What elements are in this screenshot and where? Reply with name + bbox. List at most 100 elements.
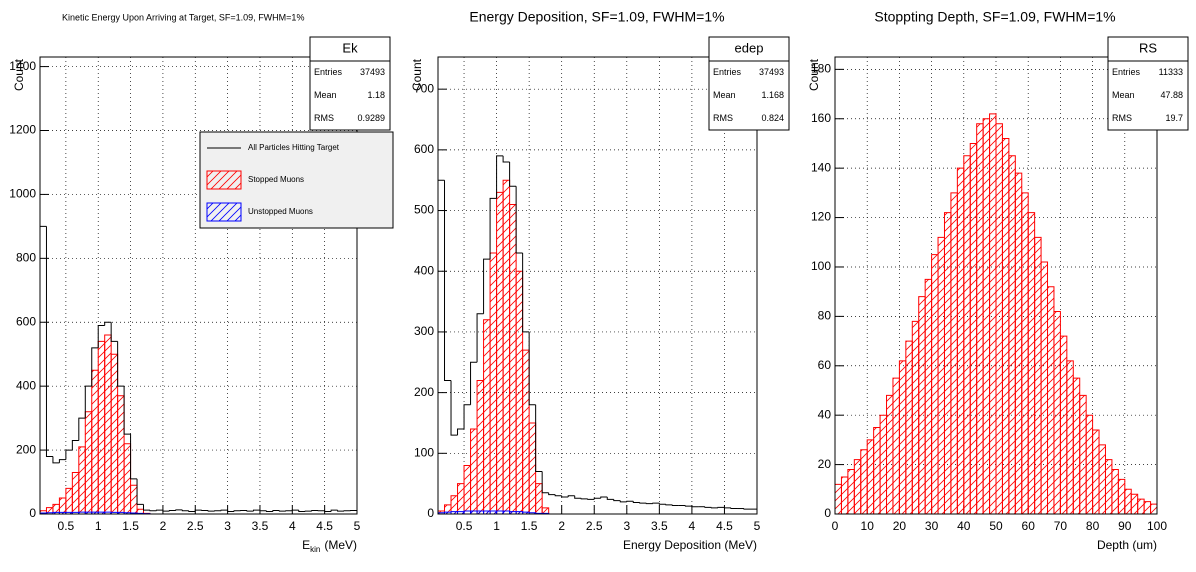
stats-label: Entries [713,67,742,77]
y-tick-label: 300 [414,324,434,338]
hist-step [175,509,183,511]
hist-bin [853,459,862,514]
hist-step [567,495,575,498]
hist-step [457,428,465,436]
hist-bin [97,340,106,514]
hist-step [298,510,306,512]
stats-box [1107,36,1189,131]
x-axis-label: Ekin (MeV) [302,538,357,554]
plot-border [834,56,1158,515]
stats-label: RMS [314,113,334,123]
hist-step [528,331,536,406]
stats-value: 11333 [1159,67,1183,77]
y-tick-label: 1200 [9,123,36,137]
x-tick-label: 30 [925,519,939,533]
x-tick-label: 1.5 [122,519,139,533]
hist-step [252,509,260,512]
y-tick-label: 100 [414,445,434,459]
hist-step [658,503,666,505]
hist-bin [515,270,524,514]
hist-step [136,478,144,505]
y-tick-label: 500 [414,203,434,217]
hist-step [97,324,105,348]
hist-bin [58,497,67,514]
hist-bin [1021,192,1029,514]
x-label-unit: (MeV) [324,538,357,552]
hist-bin [65,487,73,514]
stats-label: Mean [1112,90,1135,100]
x-tick-label: 3.5 [651,519,668,533]
x-tick-label: 2 [160,519,167,533]
hist-bin [1117,478,1126,514]
hist-step [265,510,273,512]
hist-bin [911,320,920,514]
hist-step [337,510,345,512]
stats-box [309,36,391,131]
y-tick-label: 0 [427,506,434,520]
hist-step [691,506,699,508]
legend-label: All Particles Hitting Target [248,143,340,152]
x-tick-label: 0.5 [58,519,75,533]
hist-step [645,503,653,505]
hist-bin [1111,469,1119,514]
hist-bin [1137,498,1145,514]
hist-bin [1053,310,1061,514]
hist-step [291,509,299,511]
hist-step [71,439,79,451]
plot-border [437,56,758,515]
stats-label: Entries [1112,67,1141,77]
hist-bin [1104,459,1113,514]
x-tick-label: 4.5 [316,519,333,533]
hist-step [52,456,60,464]
stats-label: RMS [1112,113,1132,123]
hist-bin [541,507,550,514]
hist-bin [1027,212,1036,514]
x-tick-label: 60 [1022,519,1036,533]
hist-bin [834,483,842,514]
hist-step [233,510,241,512]
y-tick-label: 600 [414,142,434,156]
hist-bin [886,394,894,514]
hist-bin [1079,394,1087,514]
hist-step [535,404,543,473]
hist-bin [509,203,517,514]
hist-step [181,509,189,512]
hist-bin [1130,493,1139,514]
hist-bin [956,167,965,514]
hist-step [450,380,458,436]
hist-bin [1098,444,1106,514]
hist-step [272,509,280,512]
x-tick-label: 5 [354,519,361,533]
y-tick-label: 40 [818,407,832,421]
x-tick-label: 3 [224,519,231,533]
x-label-text: E [302,538,310,552]
hist-bin [931,254,939,514]
x-tick-label: 1 [95,519,102,533]
hist-bin [873,427,881,514]
stats-value: 47.88 [1160,90,1183,100]
hist-step [162,510,170,512]
hist-bin [1072,377,1081,514]
hist-bin [470,428,478,514]
chart-title: Stoppting Depth, SF=1.09, FWHM=1% [874,9,1115,25]
hist-bin [847,469,855,514]
x-tick-label: 2.5 [586,519,603,533]
x-axis-label: Depth (um) [1097,538,1157,552]
hist-step [489,197,497,260]
chart-title: Kinetic Energy Upon Arriving at Target, … [62,12,304,22]
x-tick-label: 3 [623,519,630,533]
hist-bin [1034,236,1042,514]
hist-step [123,386,131,435]
hist-step [580,498,588,500]
hist-step [470,361,478,405]
hist-bin [91,369,99,514]
hist-bin [969,142,978,514]
hist-bin [110,353,119,514]
stats-value: 37493 [360,67,385,77]
hist-bin [995,123,1003,514]
stats-title: Ek [342,40,358,55]
hist-bin [1066,360,1074,514]
hist-bin [1150,503,1158,514]
hist-bin [78,446,86,514]
hist-step [311,509,319,512]
